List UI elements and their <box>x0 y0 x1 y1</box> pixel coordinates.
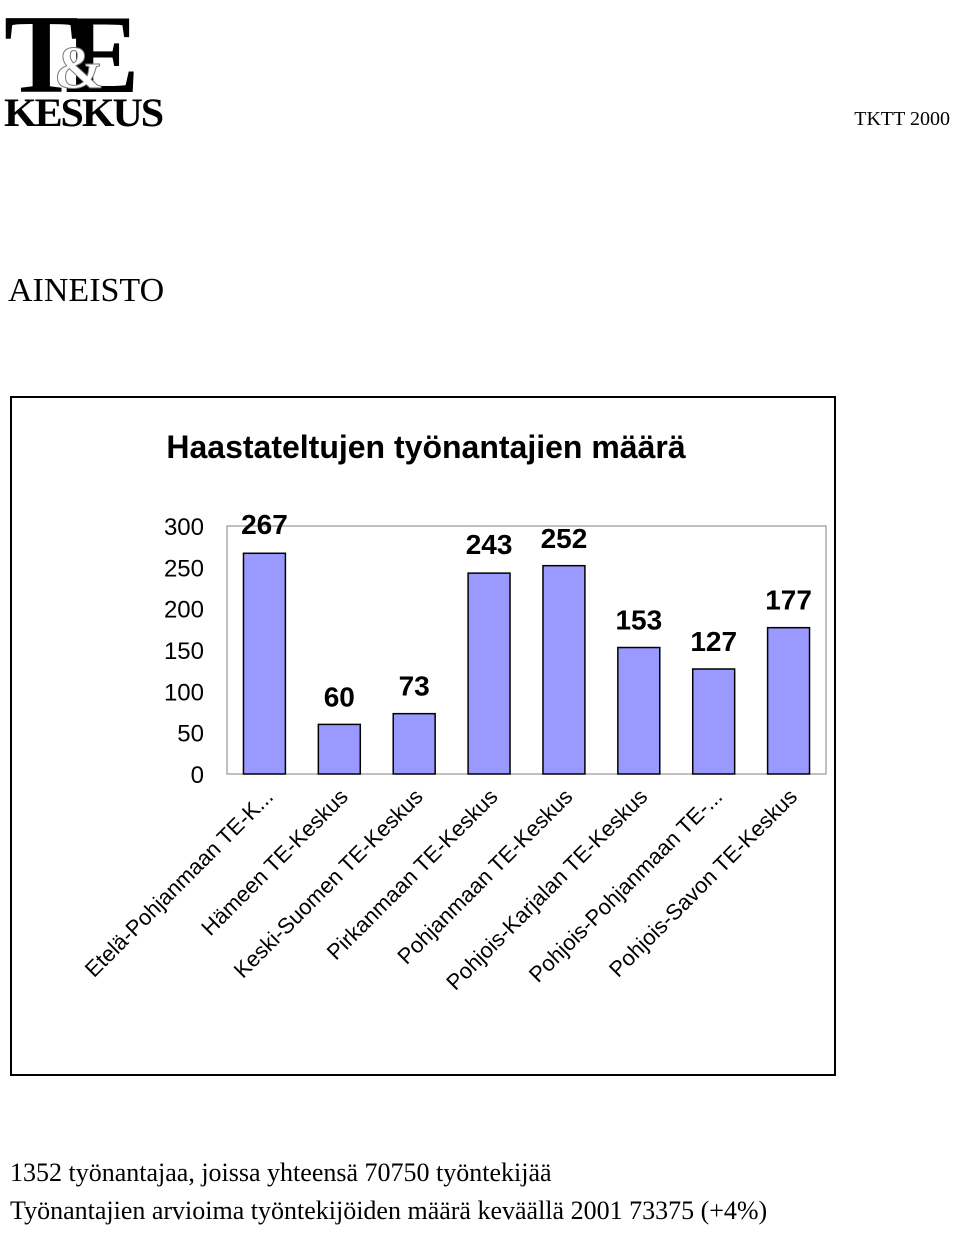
summary-line-2: Työnantajien arvioima työntekijöiden mää… <box>10 1196 768 1225</box>
y-tick-label: 300 <box>164 514 204 541</box>
data-label: 177 <box>765 585 812 616</box>
data-label: 153 <box>615 605 662 636</box>
y-tick-label: 250 <box>164 555 204 582</box>
data-label: 73 <box>399 671 430 702</box>
bar-chart: Haastateltujen työnantajien määrä 0 50 100… <box>80 429 827 995</box>
logo-te-text: TE <box>4 0 134 117</box>
bar <box>542 564 586 775</box>
summary-line-1: 1352 työnantajaa, joissa yhteensä 70750 … <box>10 1158 552 1187</box>
y-tick-label: 200 <box>164 597 204 624</box>
logo-ampersand: & <box>54 35 104 101</box>
section-title: AINEISTO <box>8 272 165 309</box>
y-tick-label: 50 <box>177 721 204 748</box>
te-keskus-logo: TE & KESKUS <box>4 0 165 135</box>
bar <box>242 552 287 775</box>
data-label: 60 <box>324 681 355 712</box>
data-label: 127 <box>690 626 737 657</box>
bar <box>467 572 511 775</box>
y-tick-label: 0 <box>191 762 204 789</box>
plot-area <box>226 525 827 775</box>
data-label: 243 <box>466 529 513 560</box>
document-code: TKTT 2000 <box>854 108 950 130</box>
bar <box>392 712 436 775</box>
logo-keskus-text: KESKUS <box>4 90 163 135</box>
bar <box>766 626 811 775</box>
chart-title: Haastateltujen työnantajien määrä <box>166 429 685 465</box>
y-tick-label: 100 <box>164 679 204 706</box>
bar <box>617 646 661 775</box>
category-label: Hämeen TE-Keskus <box>196 784 353 941</box>
bar <box>691 668 736 775</box>
chart-frame: Haastateltujen työnantajien määrä 0 50 100… <box>10 396 836 1076</box>
data-label: 252 <box>541 523 588 554</box>
y-tick-label: 150 <box>164 638 204 665</box>
data-label: 267 <box>241 509 288 540</box>
bar <box>317 723 362 775</box>
